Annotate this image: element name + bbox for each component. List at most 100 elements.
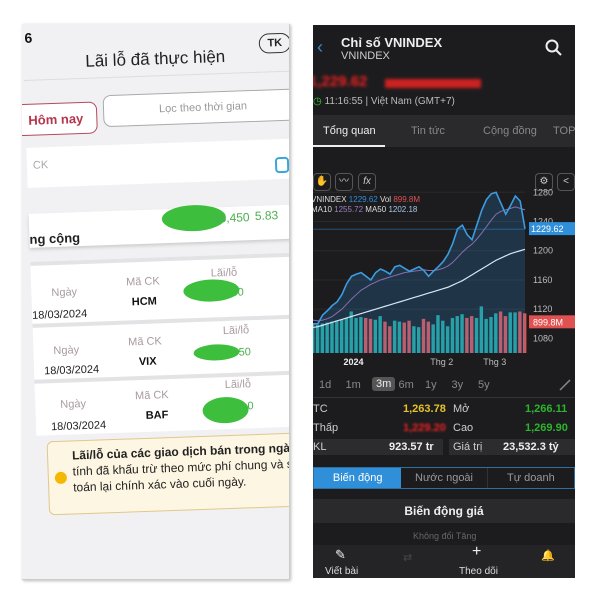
trade-value: 23,532.3 tỷ	[503, 441, 559, 453]
range-1m[interactable]: 1m	[345, 379, 361, 391]
filter-time-button[interactable]: Lọc theo thời gian	[102, 88, 289, 128]
main-tabs: Tổng quan Tin tức Cộng đồng TOP	[313, 115, 575, 147]
update-time: ◷ 11:16:55 | Việt Nam (GMT+7)	[313, 96, 455, 107]
hand-tool-icon[interactable]: ✋	[313, 173, 331, 191]
volume-bar	[402, 322, 406, 353]
index-subtitle: VNINDEX	[341, 50, 390, 62]
price-change-blurred	[385, 79, 481, 88]
volume-bar	[508, 312, 512, 353]
volume-bar	[523, 313, 527, 353]
ma10-line	[313, 206, 526, 322]
redaction-scribble	[193, 344, 240, 361]
tab-nuoc-ngoai[interactable]: Nước ngoài	[401, 468, 488, 488]
volume-bar	[494, 313, 498, 353]
tab-overview[interactable]: Tổng quan	[323, 125, 376, 137]
table-row[interactable]: Ngày Mã CK Lãi/lỗ 18/03/2024 HCM 50	[30, 251, 289, 324]
plus-icon[interactable]: +	[472, 543, 482, 560]
y-tick-label: 1200	[533, 246, 553, 256]
price-line	[313, 191, 526, 325]
volume-bar	[503, 316, 508, 353]
tab-bien-dong[interactable]: Biến động	[314, 468, 402, 488]
y-tick-label: 1280	[533, 187, 553, 197]
last-volume-badge	[529, 315, 575, 329]
volume-bar	[518, 311, 522, 353]
volume-bar	[359, 317, 363, 353]
volume-bar	[426, 321, 431, 353]
range-3y[interactable]: 3y	[451, 379, 464, 391]
volume-bar	[513, 312, 517, 353]
volume-bar	[436, 315, 440, 353]
volume-bar	[378, 316, 382, 353]
chart-legend-2: MA10 1255.72 MA50 1202.18	[313, 205, 418, 214]
filter-today-button[interactable]: Hôm nay	[22, 101, 98, 137]
volume-bar	[498, 311, 503, 353]
volume-bar	[397, 321, 402, 353]
back-icon[interactable]: ‹	[317, 37, 323, 57]
price-chart[interactable]: 1080 1120 1160 1200 1240 1280 1229.62 899.8M 202…	[313, 175, 575, 375]
chart-legend-1: VNINDEX 1229.62 Vol 899.8M	[313, 195, 420, 204]
volume-bar	[335, 320, 339, 353]
symbol-search-input[interactable]: CK	[26, 138, 289, 188]
tab-top[interactable]: TOP	[553, 125, 575, 137]
volume-bar	[489, 317, 493, 353]
volume-bar	[325, 322, 329, 353]
nav-write-post[interactable]: Viết bài	[325, 566, 359, 577]
volume-bar	[412, 326, 416, 353]
volume-bar	[388, 326, 392, 353]
tab-community[interactable]: Cộng đồng	[483, 125, 537, 137]
function-icon[interactable]: fx	[358, 173, 376, 191]
expand-icon[interactable]	[559, 379, 571, 391]
volume-bar	[313, 324, 315, 353]
volume-bar	[445, 326, 450, 353]
volume-bar	[368, 318, 373, 353]
volume-bar	[460, 314, 464, 353]
right-screenshot-vnindex: ‹ Chỉ số VNINDEX VNINDEX 1,229.62 ◷ 11:1…	[313, 25, 575, 578]
x-tick-label: Thg 2	[430, 357, 453, 367]
range-1d[interactable]: 1d	[319, 379, 332, 391]
status-bar-fragment: 6	[24, 29, 33, 46]
swap-icon[interactable]: ⇄	[403, 552, 413, 564]
redaction-scribble	[161, 205, 226, 232]
volume-bar	[465, 317, 469, 353]
search-icon[interactable]	[545, 39, 563, 57]
pencil-icon[interactable]: ✎	[335, 547, 346, 562]
total-label: ng cộng	[29, 230, 81, 247]
x-tick-label: Thg 3	[483, 357, 506, 367]
range-3m[interactable]: 3m	[372, 377, 396, 391]
gear-icon[interactable]: ⚙	[535, 173, 553, 191]
volume-bar	[407, 320, 411, 353]
low-price: 1,229.20	[403, 422, 446, 434]
sub-tabs: Biến động Nước ngoài Tự doanh	[313, 467, 575, 489]
volume-bar	[479, 306, 484, 353]
last-price-badge	[529, 222, 575, 236]
range-5y[interactable]: 5y	[478, 379, 490, 391]
volume-bar	[330, 321, 334, 353]
x-tick-label: 2024	[344, 357, 364, 367]
volume-bar	[470, 316, 474, 353]
nav-follow[interactable]: Theo dõi	[459, 566, 498, 577]
table-row[interactable]: Ngày Mã CK Lãi/lỗ 18/03/2024 VIX 50	[32, 313, 289, 380]
y-tick-label: 1080	[533, 333, 553, 343]
y-tick-label: 1160	[533, 275, 552, 285]
volume-bar	[373, 319, 378, 353]
tab-news[interactable]: Tin tức	[411, 125, 445, 137]
chart-type-icon[interactable]: 〰	[335, 173, 353, 191]
section-title: Biến động giá	[313, 499, 575, 523]
open-price: 1,266.11	[525, 403, 568, 415]
page-title: Lãi lỗ đã thực hiện	[85, 46, 226, 71]
index-title: Chỉ số VNINDEX	[341, 35, 443, 50]
bell-icon[interactable]: 🔔	[541, 550, 555, 562]
share-icon[interactable]: <	[557, 173, 575, 191]
lightbulb-icon	[54, 471, 68, 485]
redaction-scribble	[183, 279, 240, 302]
shield-icon[interactable]	[274, 156, 289, 174]
account-button[interactable]: TK	[258, 32, 289, 54]
range-1y[interactable]: 1y	[425, 379, 437, 391]
range-6m[interactable]: 6m	[398, 379, 414, 391]
volume-bar	[344, 317, 349, 353]
y-tick-label: 1120	[533, 304, 552, 314]
tab-tu-doanh[interactable]: Tự doanh	[506, 472, 555, 484]
volume-bar	[320, 323, 325, 353]
table-row[interactable]: Ngày Mã CK Lãi/lỗ 18/03/2024 BAF 0	[34, 369, 289, 436]
left-screenshot-pnl: 6 Lãi lỗ đã thực hiện TK Hôm nay Lọc the…	[22, 24, 290, 580]
